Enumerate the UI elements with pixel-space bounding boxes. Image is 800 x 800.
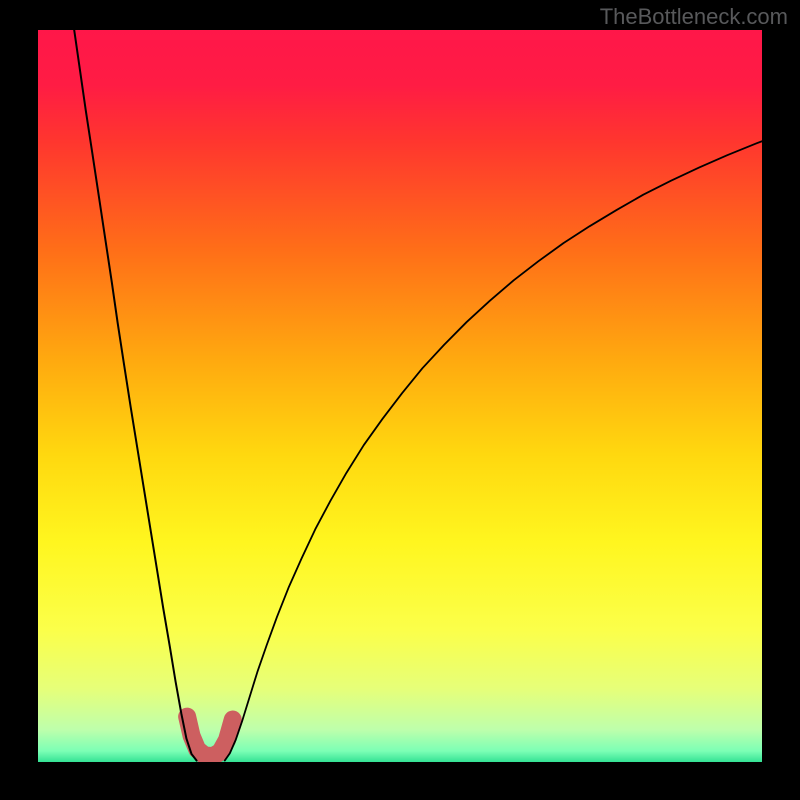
plot-area bbox=[38, 30, 762, 762]
plot-svg bbox=[38, 30, 762, 762]
chart-frame: TheBottleneck.com bbox=[0, 0, 800, 800]
watermark-text: TheBottleneck.com bbox=[600, 4, 788, 30]
